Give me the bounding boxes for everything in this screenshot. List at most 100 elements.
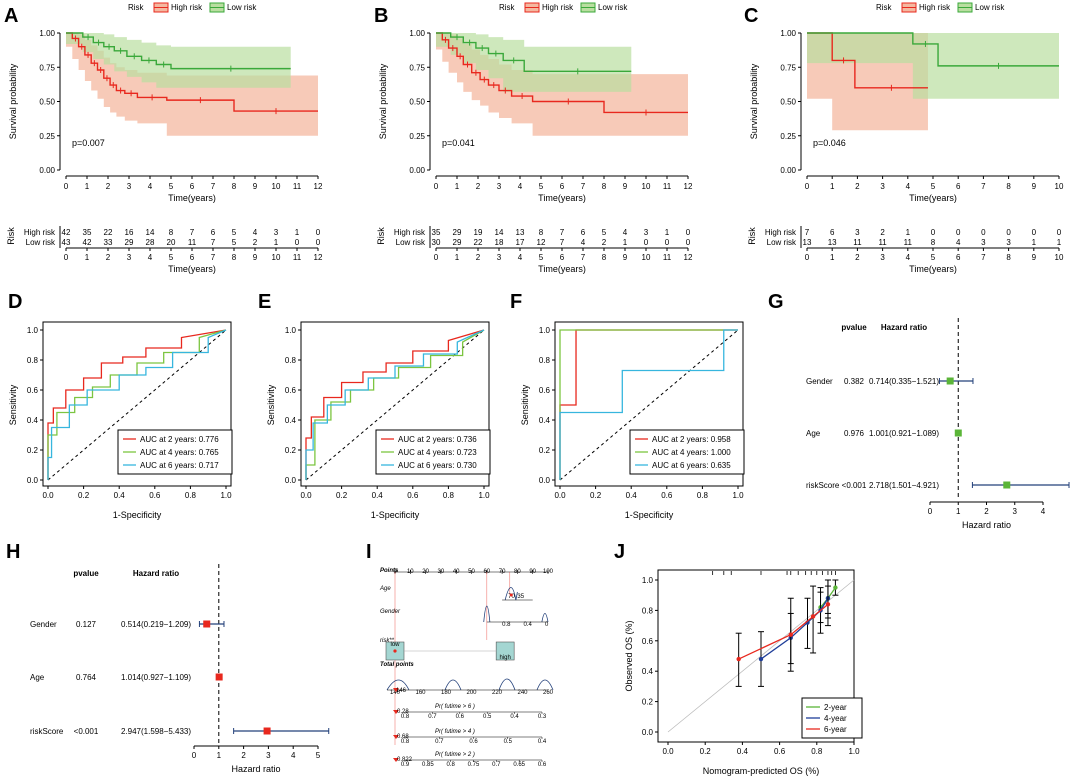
y-tick-label: 0.6 bbox=[27, 386, 39, 395]
x-tick-label: 12 bbox=[314, 182, 323, 191]
roc-panel-e: 0.0 0.2 0.4 0.6 0.8 1.0 0.0 0.2 0.4 0.6 0.8 1.0 1-Sp… bbox=[266, 321, 491, 520]
risk-x-tick-label: 9 bbox=[253, 253, 258, 262]
risk-table-high-label: High risk bbox=[24, 228, 56, 237]
x-tick-label: 0.8 bbox=[443, 491, 455, 500]
risk-count-high: 8 bbox=[539, 228, 544, 237]
y-axis-label: Sensitivity bbox=[8, 384, 18, 425]
points-tick-label: 70 bbox=[499, 569, 506, 575]
roc-curve-4-years bbox=[305, 329, 485, 480]
legend-entry: 6-year bbox=[824, 725, 847, 734]
risk-x-tick-label: 1 bbox=[85, 253, 90, 262]
risk-count-high: 16 bbox=[125, 228, 134, 237]
nomogram-panel: Points Age Gender risk** Total points 0 10 20 30… bbox=[379, 568, 554, 768]
row-pvalue: 0.764 bbox=[76, 673, 97, 682]
risk-x-tick-label: 1 bbox=[455, 253, 460, 262]
gender-tick-label: 0.8 bbox=[502, 622, 511, 628]
header-hazard-ratio: Hazard ratio bbox=[881, 323, 927, 332]
risk-count-high: 5 bbox=[232, 228, 237, 237]
risk-count-high: 0 bbox=[956, 228, 961, 237]
risk-x-tick-label: 5 bbox=[539, 253, 544, 262]
x-tick-label: 0.0 bbox=[662, 747, 674, 756]
prob-scale-label: Pr( futime > 2 ) bbox=[435, 752, 475, 758]
forest-panel-g: pvalue Hazard ratio Gender 0.382 0.714(0.335… bbox=[806, 318, 1070, 530]
y-tick-label: 0.50 bbox=[39, 98, 55, 107]
total-tick-label: 160 bbox=[415, 690, 426, 696]
roc-curve-6-years bbox=[305, 329, 485, 480]
risk-count-low: 7 bbox=[560, 238, 565, 247]
x-tick-label: 3 bbox=[266, 751, 271, 760]
x-tick-label: 8 bbox=[1006, 182, 1011, 191]
nomo-row-label: Points bbox=[380, 568, 399, 574]
total-tick-label: 200 bbox=[466, 690, 477, 696]
prob-tick-label: 0.8 bbox=[401, 714, 410, 720]
x-tick-label: 5 bbox=[169, 182, 174, 191]
row-hr-text: 0.714(0.335−1.521) bbox=[869, 377, 939, 386]
prob-marker bbox=[393, 735, 399, 739]
x-tick-label: 0 bbox=[805, 182, 810, 191]
legend-entry: AUC at 4 years: 1.000 bbox=[652, 448, 731, 457]
legend-entry: AUC at 6 years: 0.635 bbox=[652, 461, 731, 470]
risk-count-high: 3 bbox=[274, 228, 279, 237]
x-tick-label: 6 bbox=[190, 182, 195, 191]
panel-label-c: C bbox=[744, 5, 758, 27]
y-axis-label: Survival probability bbox=[749, 63, 759, 139]
x-tick-label: 9 bbox=[1032, 182, 1037, 191]
x-tick-label: 1.0 bbox=[848, 747, 860, 756]
y-tick-label: 0.8 bbox=[539, 356, 551, 365]
risk-count-high: 6 bbox=[211, 228, 216, 237]
row-hr-text: 0.514(0.219−1.209) bbox=[121, 620, 191, 629]
x-tick-label: 0.6 bbox=[149, 491, 161, 500]
y-tick-label: 1.00 bbox=[780, 29, 796, 38]
row-hr-text: 1.001(0.921−1.089) bbox=[869, 429, 939, 438]
row-pvalue: <0.001 bbox=[74, 727, 99, 736]
prob-tick-label: 0.9 bbox=[401, 762, 410, 768]
risk-count-high: 14 bbox=[495, 228, 504, 237]
calibration-line-6-year bbox=[738, 603, 829, 660]
risk-x-tick-label: 3 bbox=[880, 253, 885, 262]
roc-curve-2-years bbox=[305, 329, 485, 480]
hr-point bbox=[954, 429, 962, 437]
points-tick-label: 30 bbox=[438, 569, 445, 575]
diagonal-reference bbox=[47, 329, 227, 481]
legend-title: Risk bbox=[876, 3, 893, 12]
calibration-point bbox=[788, 632, 793, 637]
panel-label-j: J bbox=[614, 541, 625, 563]
risk-x-tick-label: 7 bbox=[581, 253, 586, 262]
risk-point bbox=[393, 649, 397, 653]
x-tick-label: 0.2 bbox=[78, 491, 90, 500]
risk-table-high-label: High risk bbox=[765, 228, 797, 237]
x-tick-label: 5 bbox=[931, 182, 936, 191]
risk-count-high: 0 bbox=[316, 228, 321, 237]
x-tick-label: 0.0 bbox=[300, 491, 312, 500]
x-tick-label: 0.4 bbox=[372, 491, 384, 500]
risk-count-low: 0 bbox=[316, 238, 321, 247]
y-axis-label: Survival probability bbox=[378, 63, 388, 139]
x-axis-label: 1-Specificity bbox=[625, 510, 674, 520]
risk-count-low: 11 bbox=[878, 238, 887, 247]
risk-count-high: 0 bbox=[981, 228, 986, 237]
risk-count-high: 22 bbox=[104, 228, 113, 237]
risk-x-tick-label: 3 bbox=[497, 253, 502, 262]
x-tick-label: 0.2 bbox=[590, 491, 602, 500]
risk-count-high: 19 bbox=[474, 228, 483, 237]
calibration-point bbox=[825, 602, 831, 607]
risk-count-low: 11 bbox=[904, 238, 913, 247]
risk-count-high: 4 bbox=[253, 228, 258, 237]
prob-tick-label: 0.7 bbox=[428, 714, 437, 720]
risk-table-title: Risk bbox=[376, 227, 386, 245]
risk-count-low: 0 bbox=[686, 238, 691, 247]
total-tick-label: 220 bbox=[492, 690, 503, 696]
y-tick-label: 0.25 bbox=[780, 132, 796, 141]
x-tick-label: 2 bbox=[984, 507, 989, 516]
x-tick-label: 0 bbox=[192, 751, 197, 760]
points-tick-label: 40 bbox=[453, 569, 460, 575]
prob-tick-label: 0.4 bbox=[510, 714, 519, 720]
plot-frame bbox=[42, 321, 232, 487]
prob-tick-label: 0.5 bbox=[483, 714, 492, 720]
risk-count-high: 14 bbox=[146, 228, 155, 237]
risk-count-low: 0 bbox=[665, 238, 670, 247]
x-tick-label: 0.6 bbox=[407, 491, 419, 500]
y-tick-label: 0.50 bbox=[409, 98, 425, 107]
y-axis-label: Sensitivity bbox=[266, 384, 276, 425]
nomo-row-label: Age bbox=[379, 586, 391, 592]
